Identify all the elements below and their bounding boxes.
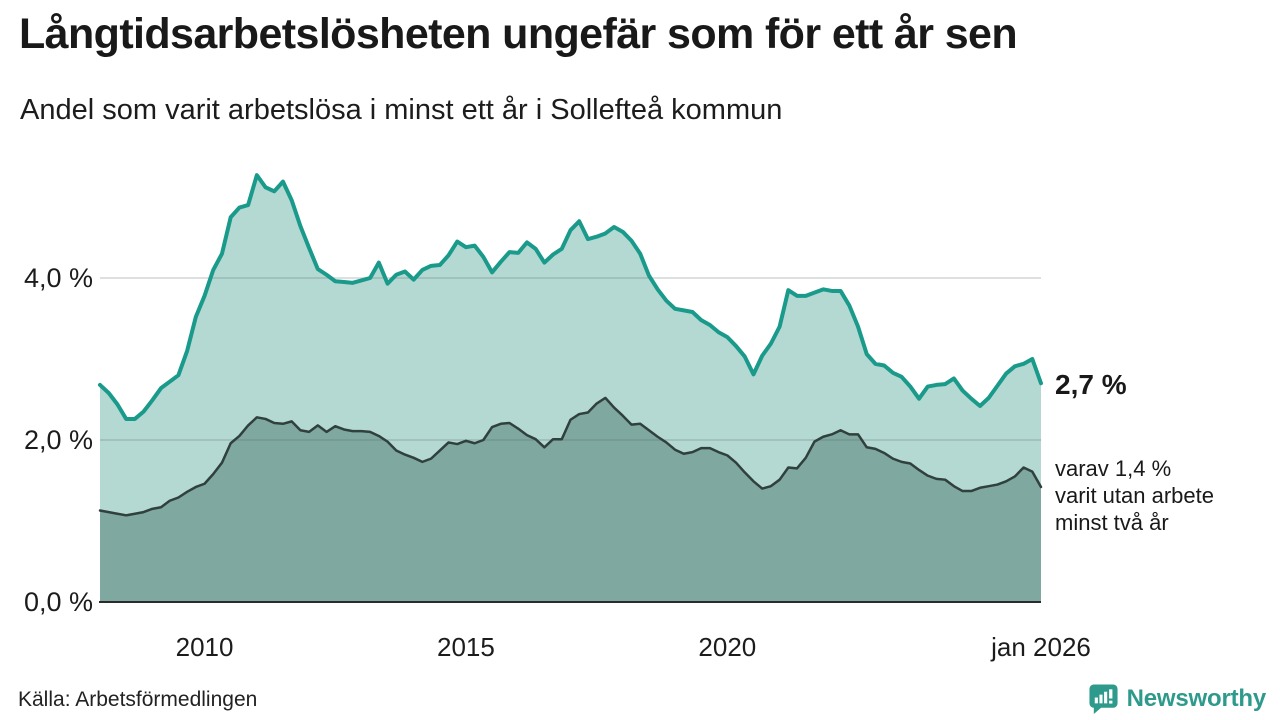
latest-total-label: 2,7 % [1055, 369, 1127, 400]
total-line [98, 173, 1043, 421]
brand-name: Newsworthy [1126, 685, 1267, 712]
two-year-line [98, 396, 1043, 517]
x-tick-label: jan 2026 [990, 632, 1091, 662]
source-note: Källa: Arbetsförmedlingen [18, 688, 258, 711]
page-title: Långtidsarbetslösheten ungefär som för e… [19, 10, 1018, 58]
y-tick-label: 2,0 % [24, 425, 93, 455]
y-tick-label: 0,0 % [24, 587, 93, 617]
page-subtitle: Andel som varit arbetslösa i minst ett å… [20, 94, 783, 126]
x-tick-label: 2010 [176, 632, 234, 662]
x-tick-label: 2020 [698, 632, 756, 662]
two-year-area-fill [100, 397, 1041, 602]
newsworthy-icon [1089, 684, 1118, 715]
x-tick-label: 2015 [437, 632, 495, 662]
brand-logo: Newsworthy [1088, 682, 1266, 716]
two-year-note: varav 1,4 % varit utan arbete minst två … [1055, 456, 1214, 535]
y-tick-label: 4,0 % [24, 263, 93, 293]
